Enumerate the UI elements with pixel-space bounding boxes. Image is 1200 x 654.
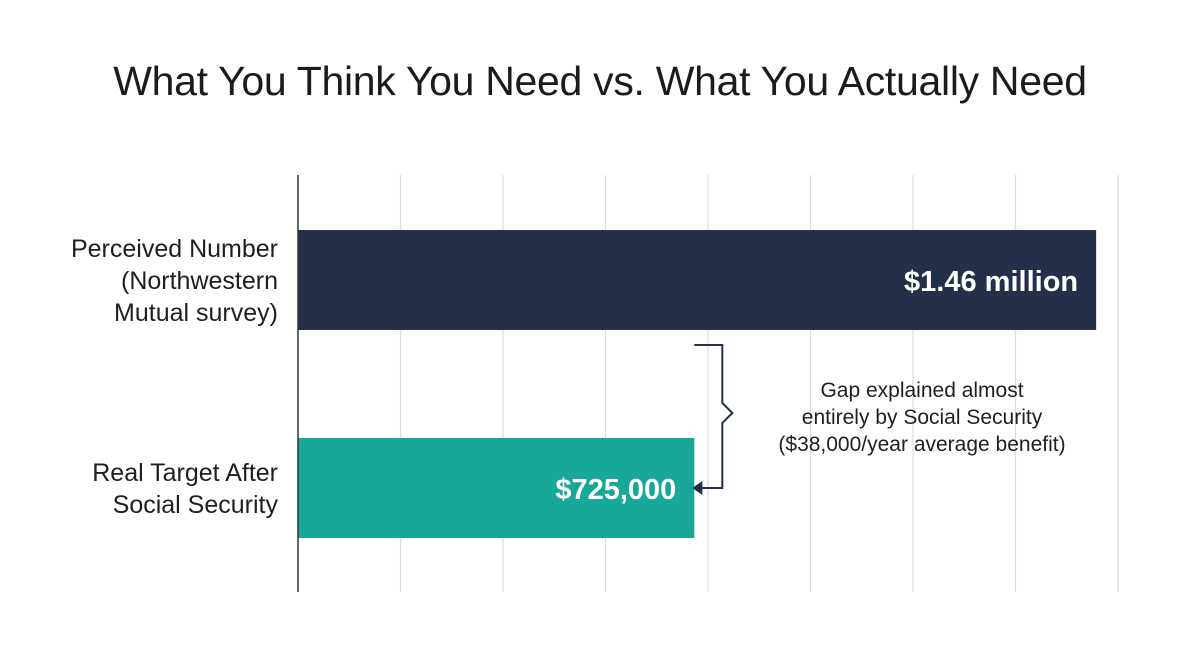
data-label: $1.46 million xyxy=(904,266,1078,298)
bar xyxy=(298,438,695,538)
arrow-head-icon xyxy=(692,481,703,495)
annotation-text: entirely by Social Security xyxy=(802,406,1043,429)
annotation-text: ($38,000/year average benefit) xyxy=(778,433,1065,456)
category-label: Real Target After xyxy=(92,459,278,487)
annotation-text: Gap explained almost xyxy=(820,379,1023,402)
bar xyxy=(298,230,1097,330)
category-label: Social Security xyxy=(113,491,279,519)
data-label: $725,000 xyxy=(555,474,676,506)
category-labels: Perceived Number (Northwestern Mutual surv… xyxy=(71,235,279,519)
chart-title: What You Think You Need vs. What You Act… xyxy=(113,58,1087,104)
category-label: (Northwestern xyxy=(121,267,278,295)
gap-annotation: Gap explained almost entirely by Social S… xyxy=(692,344,1066,495)
category-label: Perceived Number xyxy=(71,235,278,263)
category-label: Mutual survey) xyxy=(114,299,278,327)
gap-bracket xyxy=(694,344,734,489)
bars: $1.46 million $725,000 xyxy=(298,230,1097,538)
